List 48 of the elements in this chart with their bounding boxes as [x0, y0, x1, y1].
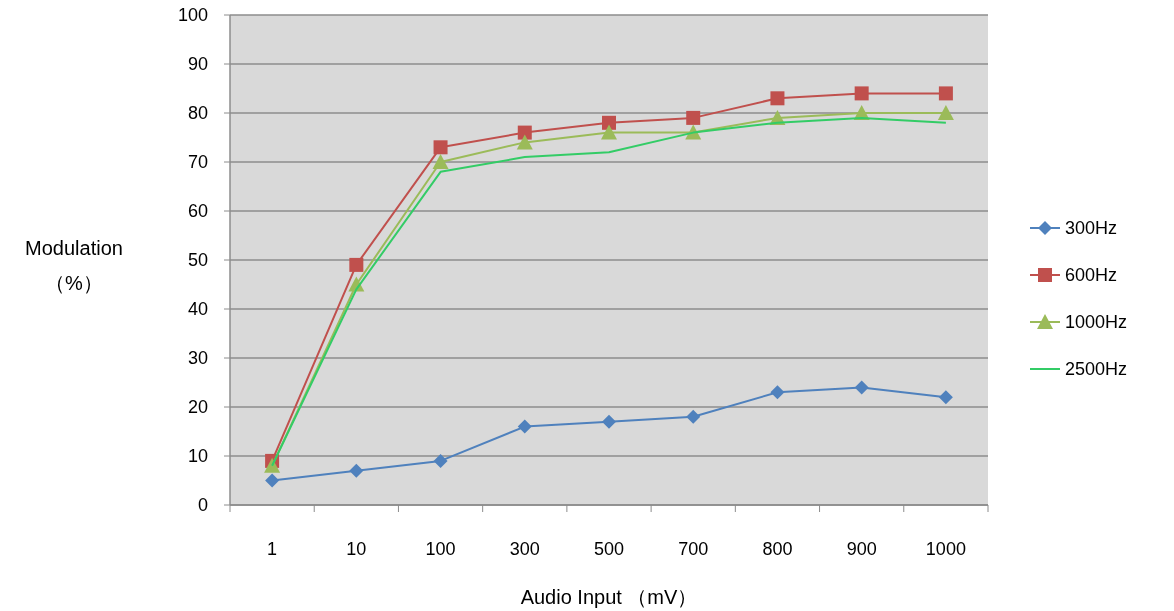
point [602, 115, 616, 130]
legend-label: 600Hz [1065, 265, 1118, 285]
y-tick-label: 0 [197, 495, 208, 515]
y-tick-label: 100 [177, 5, 208, 25]
point [349, 257, 364, 272]
legend-label: 1000Hz [1065, 312, 1128, 332]
x-tick-label: 1000 [925, 539, 966, 559]
y-tick-label: 90 [187, 54, 208, 74]
point [854, 86, 869, 101]
x-axis-title: Audio Input （mV） [520, 586, 698, 608]
legend-label: 2500Hz [1065, 359, 1128, 379]
point [937, 105, 954, 120]
point [854, 380, 869, 395]
x-tick-label: 100 [425, 539, 456, 559]
point [433, 140, 448, 155]
x-tick-label: 500 [593, 539, 625, 559]
point [264, 457, 281, 473]
y-tick-label: 30 [187, 348, 208, 368]
point [770, 91, 785, 106]
point [516, 134, 533, 150]
point [602, 414, 616, 429]
point [517, 419, 532, 434]
x-tick-label: 900 [846, 539, 877, 559]
x-tick-label: 700 [678, 539, 709, 559]
y-axis-title: Modulation （%） [25, 237, 123, 294]
point [686, 110, 701, 125]
x-tick-label: 800 [762, 539, 793, 559]
point [265, 473, 280, 488]
y-tick-label: 40 [187, 299, 208, 319]
point [433, 453, 448, 468]
point [686, 409, 701, 424]
point [938, 390, 953, 405]
point [938, 86, 953, 101]
point [349, 463, 364, 478]
point [432, 154, 449, 169]
y-tick-label: 80 [187, 103, 208, 123]
point [770, 385, 785, 400]
y-tick-label: 60 [187, 201, 208, 221]
point [517, 125, 532, 140]
x-tick-label: 1 [267, 539, 278, 559]
y-tick-label: 20 [187, 397, 208, 417]
x-tick-label: 300 [509, 539, 540, 559]
point [601, 124, 617, 140]
y-tick-label: 70 [187, 152, 208, 172]
x-tick-label: 10 [346, 539, 367, 559]
y-tick-label: 10 [187, 446, 208, 466]
y-tick-label: 50 [187, 250, 208, 270]
legend-label: 300Hz [1065, 218, 1118, 238]
